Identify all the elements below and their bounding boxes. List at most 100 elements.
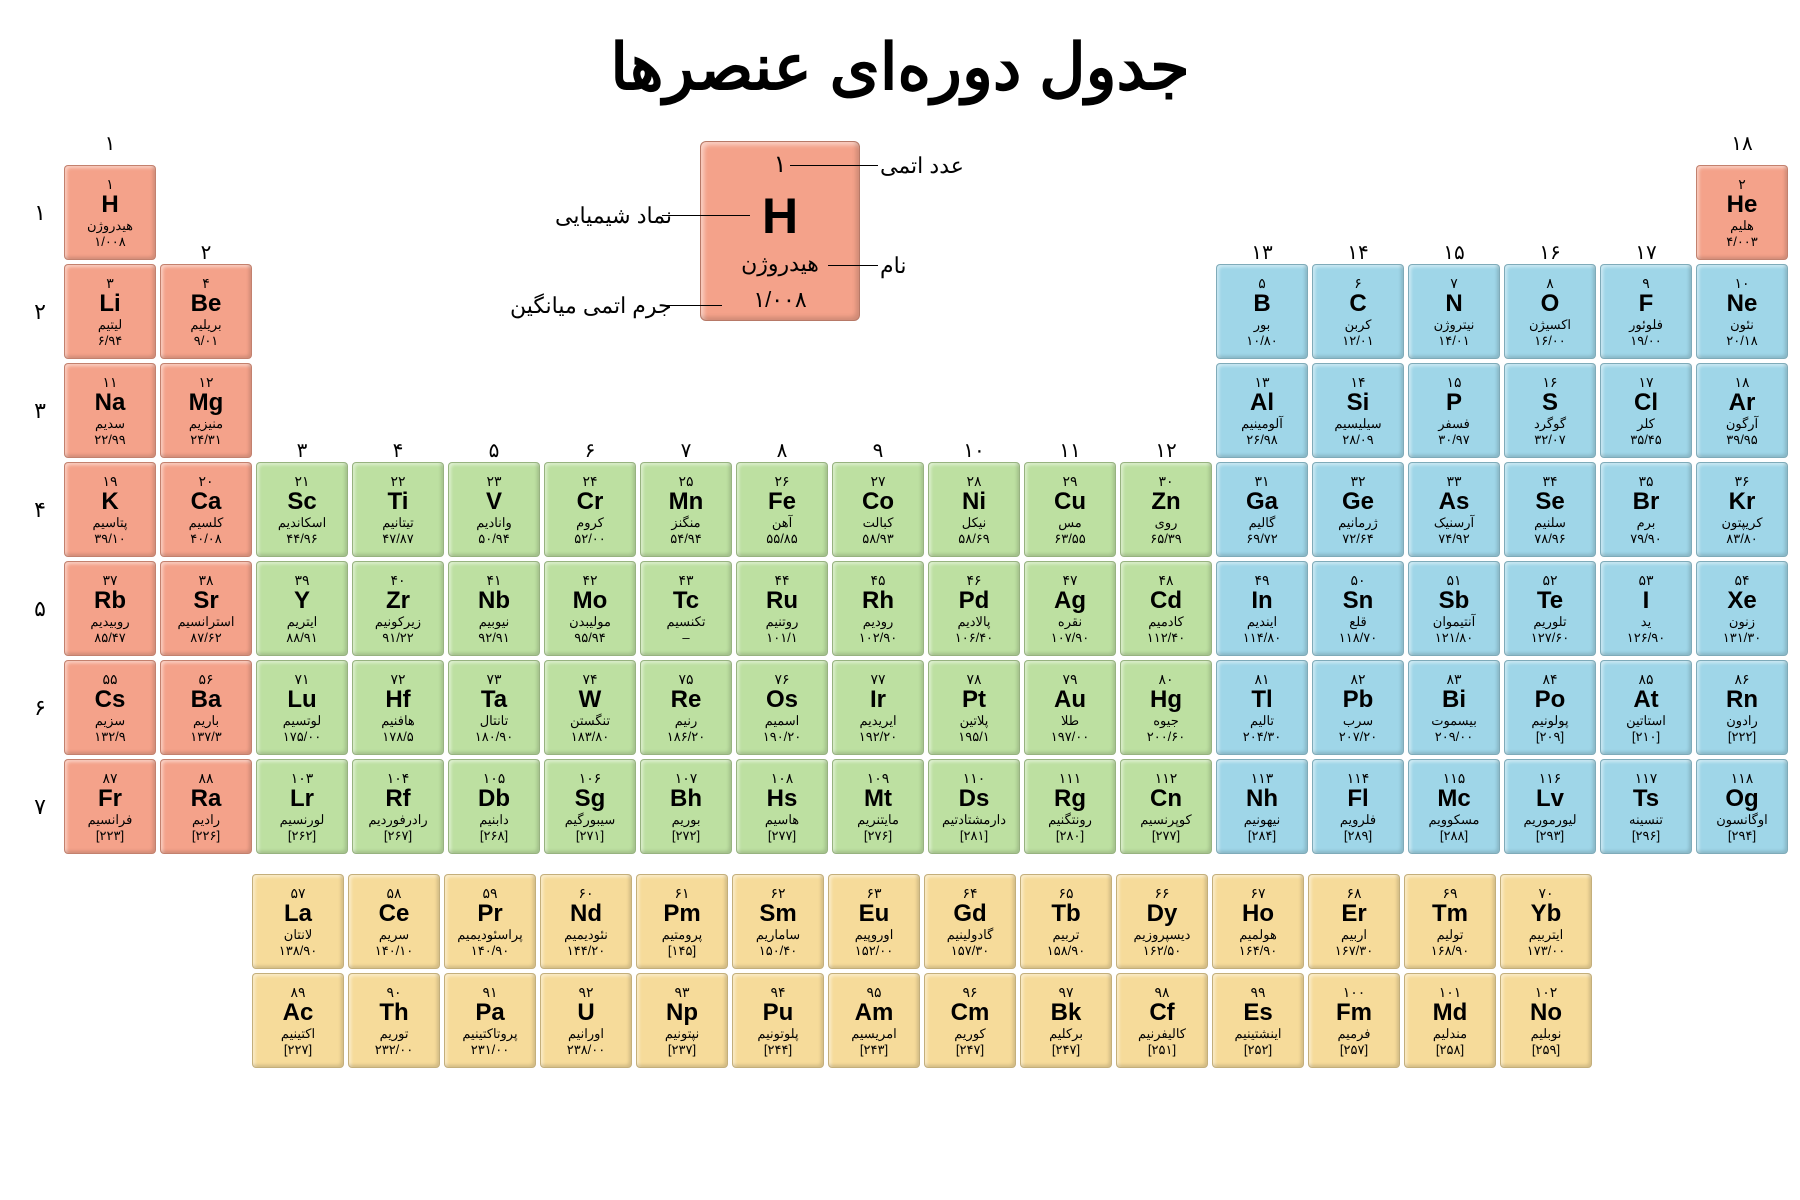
element-cell: ۶۷Hoهولمیم۱۶۴/۹۰ bbox=[1212, 874, 1304, 969]
element-cell: ۲۴Crکروم۵۲/۰۰ bbox=[544, 462, 636, 557]
atomic-number: ۸۱ bbox=[1254, 672, 1269, 686]
element-name: ید bbox=[1641, 615, 1651, 629]
element-cell: ۱۴Siسیلیسیم۲۸/۰۹ bbox=[1312, 363, 1404, 458]
element-name: منگنز bbox=[671, 516, 700, 530]
atomic-number: ۲۱ bbox=[294, 474, 309, 488]
element-name: نپتونیم bbox=[665, 1027, 699, 1041]
atomic-mass: [۲۴۴] bbox=[764, 1043, 792, 1056]
element-symbol: Rf bbox=[385, 787, 410, 811]
element-name: امریسیم bbox=[851, 1027, 897, 1041]
element-name: فرمیم bbox=[1338, 1027, 1371, 1041]
element-name: اورانیم bbox=[568, 1027, 604, 1041]
element-symbol: Lr bbox=[290, 787, 314, 811]
element-name: بوریم bbox=[672, 813, 701, 827]
element-cell: ۱۰Neنئون۲۰/۱۸ bbox=[1696, 264, 1788, 359]
atomic-number: ۱۱۰ bbox=[963, 771, 986, 785]
element-symbol: Xe bbox=[1727, 589, 1756, 613]
element-symbol: Th bbox=[379, 1001, 408, 1025]
atomic-number: ۳۱ bbox=[1254, 474, 1269, 488]
element-name: کوپرنسیم bbox=[1140, 813, 1192, 827]
atomic-mass: [۲۴۳] bbox=[860, 1043, 888, 1056]
atomic-number: ۵۸ bbox=[386, 886, 401, 900]
element-symbol: Cn bbox=[1150, 787, 1182, 811]
element-symbol: Np bbox=[666, 1001, 698, 1025]
atomic-mass: ۲۰/۱۸ bbox=[1726, 334, 1758, 347]
element-name: منیزیم bbox=[189, 417, 223, 431]
element-name: ایندیم bbox=[1247, 615, 1277, 629]
element-name: سلنیم bbox=[1534, 516, 1566, 530]
element-name: استرانسیم bbox=[178, 615, 235, 629]
element-name: هولمیم bbox=[1239, 928, 1277, 942]
atomic-mass: [۲۸۹] bbox=[1344, 829, 1372, 842]
atomic-mass: ۶/۹۴ bbox=[98, 334, 123, 347]
atomic-number: ۱۰۹ bbox=[867, 771, 890, 785]
atomic-number: ۷۲ bbox=[390, 672, 405, 686]
element-symbol: Mn bbox=[669, 490, 704, 514]
element-cell: ۷Nنیتروژن۱۴/۰۱ bbox=[1408, 264, 1500, 359]
element-cell: ۲۷Coکبالت۵۸/۹۳ bbox=[832, 462, 924, 557]
atomic-number: ۲۳ bbox=[486, 474, 501, 488]
element-symbol: Cu bbox=[1054, 490, 1086, 514]
element-name: برکلیم bbox=[1049, 1027, 1083, 1041]
atomic-mass: ۱۵۰/۴۰ bbox=[759, 944, 798, 957]
element-name: روبیدیم bbox=[90, 615, 129, 629]
element-name: مندلیم bbox=[1433, 1027, 1467, 1041]
element-symbol: Md bbox=[1433, 1001, 1468, 1025]
element-cell: ۱۰۲Noنوبلیم[۲۵۹] bbox=[1500, 973, 1592, 1068]
element-cell: ۷۲Hfهافنیم۱۷۸/۵ bbox=[352, 660, 444, 755]
element-symbol: No bbox=[1530, 1001, 1562, 1025]
element-symbol: Nb bbox=[478, 589, 510, 613]
atomic-number: ۹۶ bbox=[962, 985, 977, 999]
element-cell: ۳۴Seسلنیم۷۸/۹۶ bbox=[1504, 462, 1596, 557]
atomic-mass: ۲۰۰/۶۰ bbox=[1147, 730, 1186, 743]
element-symbol: Tm bbox=[1432, 902, 1468, 926]
atomic-mass: ۱۹/۰۰ bbox=[1630, 334, 1662, 347]
legend-line bbox=[662, 215, 750, 216]
atomic-mass: ۲۳۱/۰۰ bbox=[471, 1043, 510, 1056]
element-name: دابنیم bbox=[479, 813, 509, 827]
element-cell: ۱۱۳Nhنیهونیم[۲۸۴] bbox=[1216, 759, 1308, 854]
legend-anno-mass: جرم اتمی میانگین bbox=[510, 293, 672, 319]
atomic-mass: [۲۸۸] bbox=[1440, 829, 1468, 842]
element-name: آلومینیم bbox=[1241, 417, 1283, 431]
atomic-number: ۱۱۵ bbox=[1443, 771, 1466, 785]
element-name: لوتسیم bbox=[283, 714, 321, 728]
element-cell: ۳۳Asآرسنیک۷۴/۹۲ bbox=[1408, 462, 1500, 557]
atomic-mass: ۱۰۲/۹۰ bbox=[859, 631, 898, 644]
atomic-mass: ۲۳۲/۰۰ bbox=[375, 1043, 414, 1056]
element-symbol: B bbox=[1253, 292, 1270, 316]
element-cell: ۱۲Mgمنیزیم۲۴/۳۱ bbox=[160, 363, 252, 458]
element-cell: ۱۹Kپتاسیم۳۹/۱۰ bbox=[64, 462, 156, 557]
element-symbol: Po bbox=[1535, 688, 1566, 712]
atomic-mass: ۱۹۲/۲۰ bbox=[859, 730, 898, 743]
element-symbol: Db bbox=[478, 787, 510, 811]
element-symbol: U bbox=[577, 1001, 594, 1025]
element-cell: ۲۱Scاسکاندیم۴۴/۹۶ bbox=[256, 462, 348, 557]
atomic-number: ۹۳ bbox=[674, 985, 689, 999]
element-cell: ۱۱۸Ogاوگانسون[۲۹۴] bbox=[1696, 759, 1788, 854]
element-name: لیتیم bbox=[98, 318, 122, 332]
element-cell: ۴۷Agنقره۱۰۷/۹۰ bbox=[1024, 561, 1116, 656]
element-cell: ۹۹Esاینشتینیم[۲۵۲] bbox=[1212, 973, 1304, 1068]
atomic-mass: ۴/۰۰۳ bbox=[1726, 235, 1758, 248]
element-symbol: Dy bbox=[1147, 902, 1178, 926]
element-symbol: Rn bbox=[1726, 688, 1758, 712]
element-name: اینشتینیم bbox=[1234, 1027, 1281, 1041]
element-name: رنیم bbox=[675, 714, 697, 728]
element-name: پلوتونیم bbox=[757, 1027, 798, 1041]
element-name: آهن bbox=[772, 516, 792, 530]
atomic-mass: [۲۷۷] bbox=[768, 829, 796, 842]
legend-anno-symbol: نماد شیمیایی bbox=[555, 203, 672, 229]
element-symbol: Ce bbox=[379, 902, 410, 926]
group-label: ۱۷ bbox=[1600, 234, 1692, 270]
element-symbol: F bbox=[1639, 292, 1654, 316]
atomic-mass: ۱۴۴/۲۰ bbox=[567, 944, 606, 957]
element-symbol: Nd bbox=[570, 902, 602, 926]
atomic-number: ۴۲ bbox=[582, 573, 597, 587]
element-cell: ۲۵Mnمنگنز۵۴/۹۴ bbox=[640, 462, 732, 557]
element-name: استاتین bbox=[1626, 714, 1666, 728]
atomic-number: ۳۷ bbox=[102, 573, 117, 587]
element-cell: ۳۱Gaگالیم۶۹/۷۲ bbox=[1216, 462, 1308, 557]
atomic-mass: ۱۲۷/۶۰ bbox=[1531, 631, 1570, 644]
element-symbol: W bbox=[579, 688, 602, 712]
